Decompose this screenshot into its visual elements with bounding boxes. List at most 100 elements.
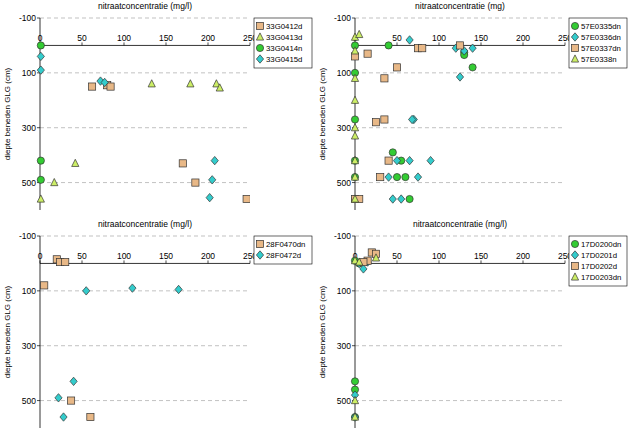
legend-marker [571,251,578,259]
point [469,44,476,52]
y-axis-label: diepte beneden GLG (cm) [3,285,12,378]
y-tick [37,236,40,237]
point [351,378,358,385]
point [351,47,358,54]
x-tick-label: 100 [117,33,131,43]
point [211,156,218,164]
y-tick [352,236,355,237]
legend-label: 57E0336dn [581,33,621,42]
y-tick [37,18,40,19]
y-tick-label: -100 [19,231,36,241]
legend-marker [256,251,263,259]
point [351,396,358,403]
x-axis [355,263,565,264]
legend-label: 17D0200dn [581,240,621,249]
grid-line [355,127,565,128]
y-axis-label: diepte beneden GLG (cm) [318,285,327,378]
y-axis-label: diepte beneden GLG (cm) [318,67,327,160]
legend-label: 33G0413d [266,33,302,42]
point [37,42,44,49]
point [427,156,434,164]
y-tick-label: 100 [22,68,36,78]
point [72,159,79,166]
legend-label: 33G0415d [266,55,302,64]
point [60,413,67,421]
grid-line [355,400,565,401]
y-tick-label: -100 [334,231,351,241]
point [372,254,379,261]
point [351,132,358,139]
point [206,193,213,201]
grid-line [355,18,565,19]
x-tick-label: 200 [516,33,530,43]
y-tick-label: 500 [337,178,351,188]
point [37,195,44,202]
point [389,149,396,156]
y-tick-label: 100 [22,286,36,296]
point [88,83,95,90]
point [351,195,358,202]
y-tick-label: 500 [22,396,36,406]
y-tick-label: 300 [337,341,351,351]
x-tick-label: 100 [432,33,446,43]
point [41,282,48,289]
point [351,413,358,420]
grid-line [40,127,250,128]
point [351,96,358,103]
x-tick-label: 200 [516,251,530,261]
point [351,116,358,123]
x-tick-label: 50 [77,33,87,43]
point [37,176,44,183]
plot-area [351,30,476,203]
title: nitraatconcentratie (mg/l) [413,219,507,229]
x-tick-label: 150 [474,251,488,261]
point [414,173,421,181]
point [381,75,388,82]
y-tick-label: 100 [337,68,351,78]
y-tick [37,345,40,346]
legend-label: 28F0472d [266,251,301,260]
grid-line [40,18,250,19]
legend-marker [571,273,578,280]
point [148,80,155,87]
y-tick [37,290,40,291]
point [37,66,44,74]
y-tick [352,182,355,183]
panel: nitraatconcentratie (mg/l)diepte beneden… [3,1,312,210]
point [51,178,58,185]
point [351,74,358,81]
y-axis [40,236,41,428]
x-axis [40,45,250,46]
legend-marker [571,240,578,247]
grid-line [40,182,250,183]
x-tick-label: 150 [159,251,173,261]
x-tick-label: 0 [38,251,43,261]
point [385,157,392,164]
point [351,124,358,131]
point [37,52,44,60]
point [393,64,400,71]
point [419,45,426,52]
point [83,287,90,295]
point [456,73,463,81]
legend-label: 17D0202d [581,262,617,271]
legend-marker [571,22,578,29]
point [87,413,94,420]
point [175,285,182,293]
point [385,42,392,49]
point [101,78,108,86]
legend-marker [256,55,263,63]
y-tick [37,400,40,401]
point [216,84,223,91]
point [385,173,392,181]
legend-label: 57E0337dn [581,44,621,53]
plot-area [37,42,250,203]
panel: nitraatconcentratie (mg/l) diepte beneden… [318,219,627,428]
panel: nitraatconcentratie (mg/l)diepte beneden… [3,219,312,428]
legend-label: 33G0412d [266,22,302,31]
y-tick [352,345,355,346]
plot-area [351,249,379,421]
point [37,157,44,164]
grid-line [355,345,565,346]
point [364,50,371,57]
